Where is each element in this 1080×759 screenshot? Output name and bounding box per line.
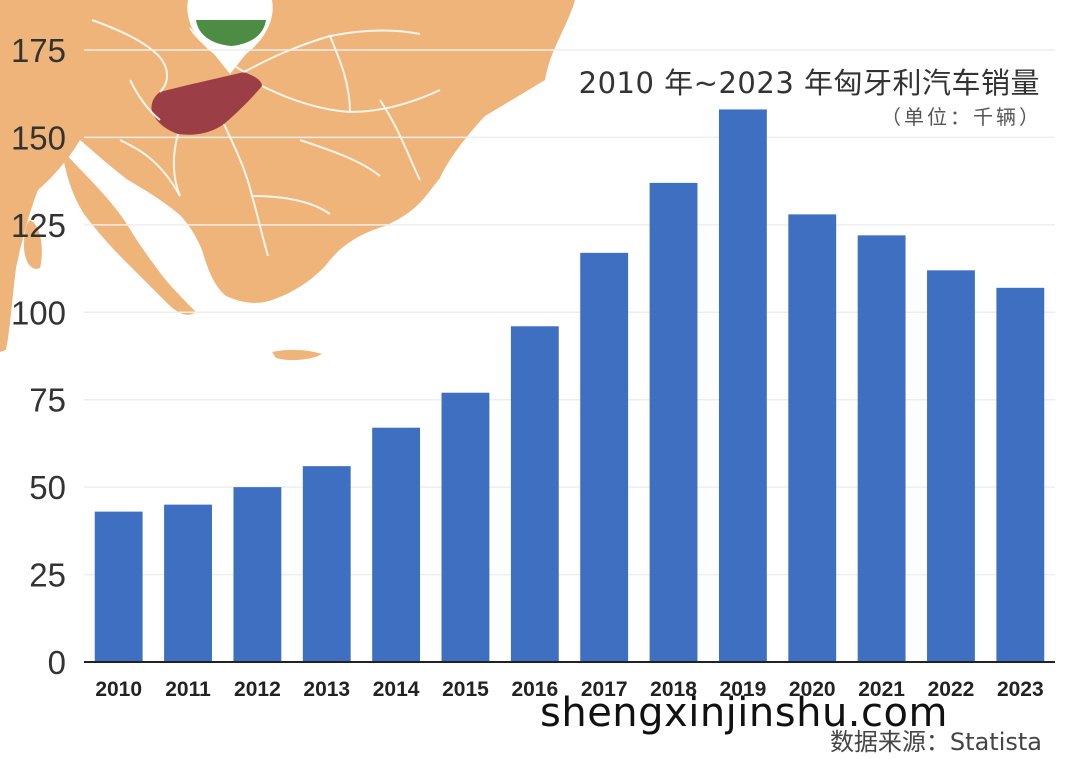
bar-2019 [718, 109, 767, 663]
x-tick-label: 2023 [997, 678, 1044, 701]
chart-title: 2010 年~2023 年匈牙利汽车销量 [578, 66, 1040, 100]
y-tick-label: 0 [48, 644, 66, 681]
x-axis-ticks: 2010 2011 2012 2013 2014 2015 2016 2017 2018 2019… [95, 678, 1043, 701]
hungary-region [151, 72, 262, 135]
location-marker [187, 0, 273, 74]
x-tick-label: 2011 [165, 678, 211, 701]
y-tick-label: 150 [11, 119, 66, 156]
crete-land [272, 349, 322, 361]
bar-2018 [649, 182, 698, 663]
bar-2022 [927, 270, 975, 662]
bar-2017 [580, 252, 629, 662]
x-tick-label: 2017 [581, 678, 628, 701]
bar-2011 [164, 504, 212, 662]
bar-2010 [94, 511, 143, 662]
bars [94, 109, 1045, 663]
x-tick-label: 2022 [928, 678, 975, 701]
x-tick-label: 2021 [858, 678, 905, 701]
bar-2012 [233, 487, 282, 662]
bar-2016 [510, 326, 559, 662]
bar-2023 [996, 287, 1045, 662]
x-tick-label: 2014 [373, 678, 420, 701]
x-tick-label: 2010 [95, 678, 142, 701]
bar-2015 [441, 392, 490, 662]
y-axis-ticks: 0 25 50 75 100 125 150 175 [11, 32, 66, 681]
watermark-text: shengxinjinshu.com [540, 690, 948, 736]
y-tick-label: 50 [29, 469, 66, 506]
italy-land [62, 150, 196, 315]
y-tick-label: 175 [11, 32, 66, 69]
x-tick-label: 2015 [442, 678, 489, 701]
x-tick-label: 2018 [650, 678, 697, 701]
sardinia-land [24, 220, 42, 269]
y-tick-label: 125 [11, 207, 66, 244]
flag-icon [196, 20, 266, 46]
x-tick-label: 2012 [234, 678, 281, 701]
x-tick-label: 2019 [720, 678, 767, 701]
bar-2020 [788, 214, 837, 662]
source-note: 数据来源：Statista [829, 728, 1042, 756]
y-tick-label: 100 [11, 294, 66, 331]
x-tick-label: 2020 [789, 678, 836, 701]
bar-2021 [857, 235, 906, 662]
bar-2013 [302, 466, 351, 662]
y-tick-label: 25 [29, 557, 66, 594]
map-landmass [0, 0, 575, 352]
country-borders [91, 19, 441, 257]
bar-2014 [372, 427, 421, 662]
chart-subtitle: （单位：千辆） [881, 105, 1042, 129]
europe-map [0, 0, 575, 361]
x-tick-label: 2016 [511, 678, 558, 701]
x-tick-label: 2013 [303, 678, 350, 701]
y-tick-label: 75 [29, 382, 66, 419]
